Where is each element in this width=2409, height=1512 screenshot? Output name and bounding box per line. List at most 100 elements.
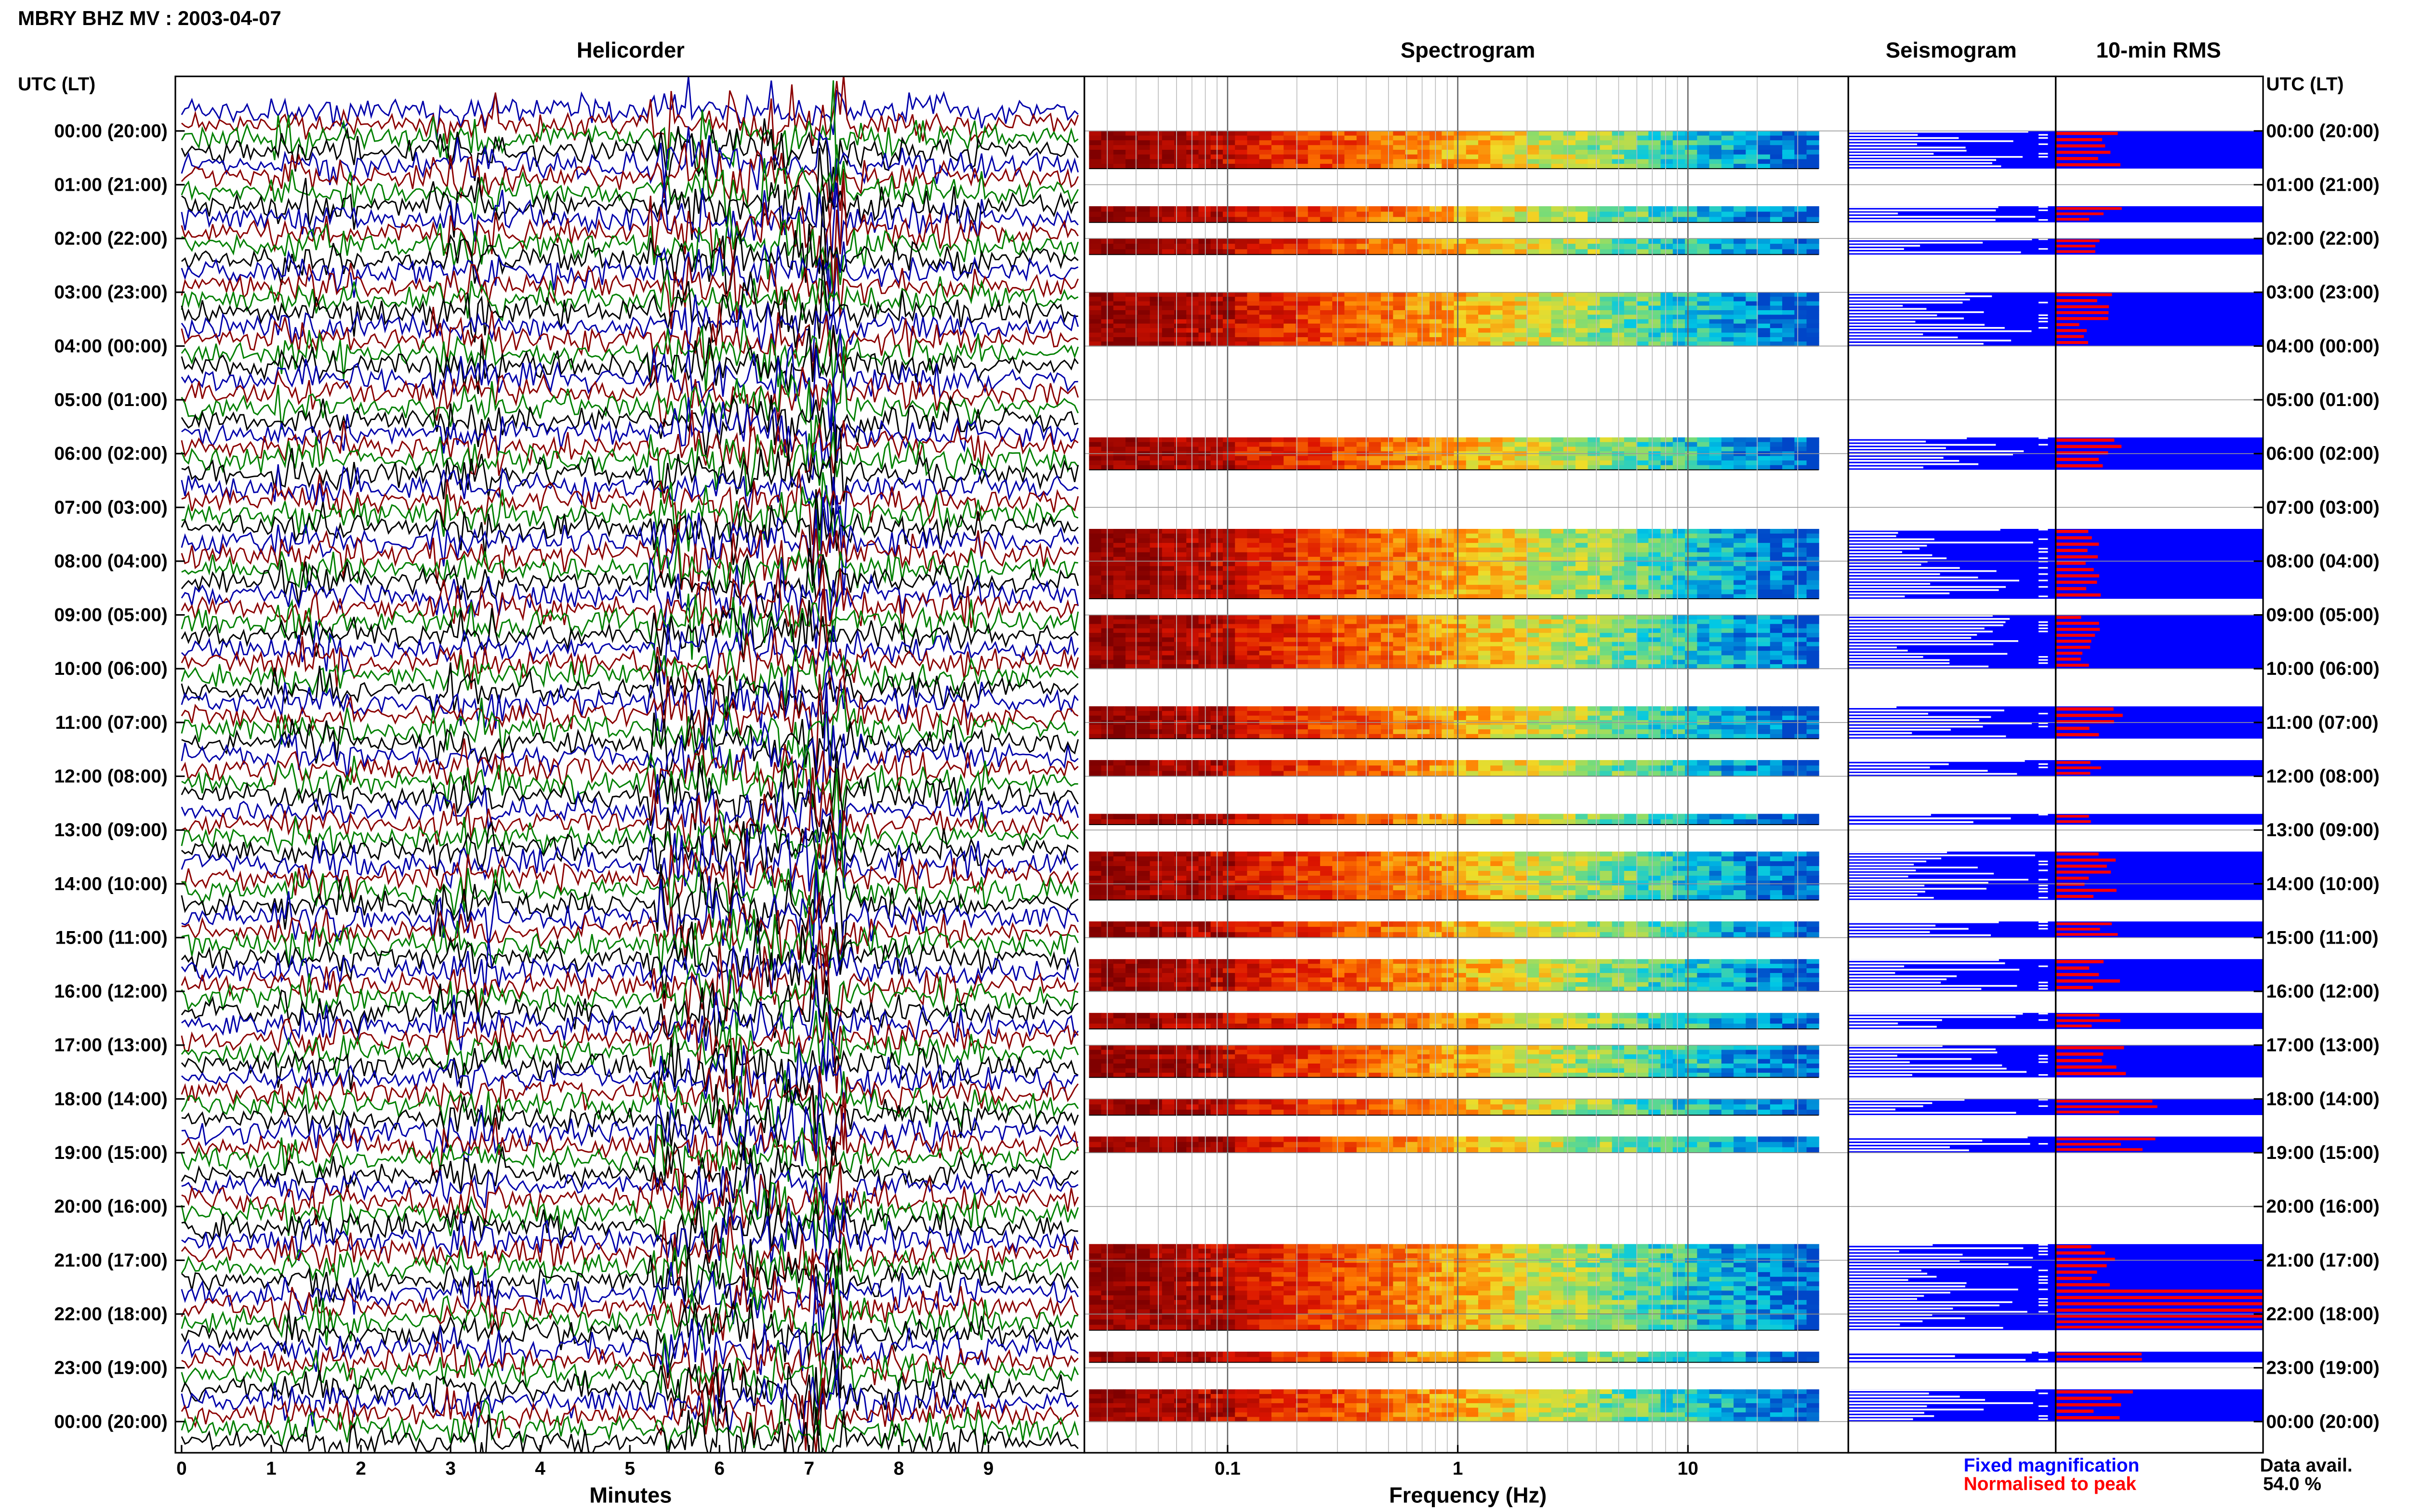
spectrogram-strip [1089, 1012, 1819, 1019]
rms-normalised-bar [2055, 218, 2090, 221]
helicorder-trace [181, 495, 1079, 596]
rms-normalised-bar [2055, 131, 2118, 135]
helicorder-trace [181, 147, 1079, 240]
spectrogram-strip [1089, 301, 1819, 306]
rms-fixed-block [2055, 529, 2263, 599]
helicorder-trace [181, 557, 1079, 649]
spectrogram-strip [1089, 131, 1819, 136]
hour-label-right: 18:00 (14:00) [2266, 1089, 2380, 1109]
helicorder-trace [181, 1012, 1079, 1093]
spectrogram-strip [1089, 533, 1819, 539]
spectrogram-strip [1089, 624, 1819, 629]
spectrogram-strip [1089, 135, 1819, 141]
helicorder-trace [181, 613, 1079, 686]
helicorder-trace [181, 472, 1079, 552]
rms-normalised-bar [2055, 341, 2089, 344]
helicorder-trace [181, 1398, 1079, 1453]
seismogram-block [1848, 851, 2056, 900]
spectrogram-strip [1089, 866, 1819, 871]
helicorder-trace [181, 80, 1079, 181]
helicorder-trace [181, 774, 1079, 881]
frequency-tick-label: 10 [1678, 1458, 1698, 1479]
hour-label-left: 00:00 (20:00) [54, 1411, 168, 1432]
rms-normalised-bar [2055, 555, 2098, 559]
frequency-tick-label: 1 [1453, 1458, 1463, 1479]
spectrogram-strip [1089, 305, 1819, 311]
seismogram-block [1848, 238, 2056, 255]
spectrogram-strip [1089, 310, 1819, 315]
rms-normalised-bar [2055, 633, 2095, 637]
spectrogram-strip [1089, 315, 1819, 320]
spectrogram-strip [1089, 1104, 1819, 1110]
helicorder-trace [181, 1050, 1079, 1161]
spectrogram-strip [1089, 1412, 1819, 1418]
rms-normalised-bar [2055, 1148, 2143, 1151]
spectrogram-strip [1089, 659, 1819, 665]
hour-label-right: 12:00 (08:00) [2266, 766, 2380, 787]
hour-label-right: 08:00 (04:00) [2266, 551, 2380, 572]
spectrogram-strip [1089, 986, 1819, 992]
spectrogram-strip [1089, 814, 1819, 820]
helicorder-trace [181, 1368, 1079, 1440]
spectrogram-strip [1089, 529, 1819, 534]
helicorder-trace [181, 908, 1079, 977]
rms-bars [2055, 131, 2263, 1422]
spectrogram-strip [1089, 963, 1819, 969]
helicorder-trace [181, 172, 1079, 302]
rms-normalised-bar [2055, 1270, 2097, 1274]
spectrogram-strip [1089, 760, 1819, 766]
helicorder-trace [181, 979, 1079, 1082]
helicorder-trace [181, 930, 1079, 1022]
rms-normalised-bar [2055, 580, 2097, 584]
helicorder-trace [181, 1010, 1079, 1079]
spectrogram-strip [1089, 297, 1819, 302]
helicorder-trace [181, 1180, 1079, 1251]
spectrogram-strip [1089, 642, 1819, 647]
spectrogram-strip [1089, 292, 1819, 297]
spectrogram-strip [1089, 1352, 1819, 1357]
rms-normalised-bar [2055, 663, 2089, 667]
rms-normalised-bar [2055, 1353, 2142, 1355]
spectrogram-strip [1089, 632, 1819, 638]
helicorder-trace [181, 423, 1079, 505]
rms-normalised-bar [2055, 317, 2108, 320]
helicorder-trace [181, 656, 1079, 739]
rms-normalised-bar [2055, 458, 2099, 461]
rms-normalised-bar [2055, 1059, 2102, 1063]
hour-label-left: 04:00 (00:00) [54, 336, 168, 356]
rms-normalised-bar [2055, 1326, 2263, 1328]
spectrogram-strip [1089, 456, 1819, 461]
rms-normalised-bar [2055, 1137, 2156, 1141]
helicorder-trace [181, 1079, 1079, 1158]
seismogram-block [1848, 206, 2056, 223]
hour-label-left: 14:00 (10:00) [54, 874, 168, 894]
minute-tick-label: 1 [266, 1458, 277, 1479]
minute-tick-label: 9 [983, 1458, 994, 1479]
hour-label-left: 18:00 (14:00) [54, 1089, 168, 1109]
hour-label-right: 05:00 (01:00) [2266, 390, 2380, 410]
minute-tick-label: 3 [445, 1458, 456, 1479]
spectrogram-strip [1089, 619, 1819, 624]
rms-normalised-bar [2055, 1251, 2105, 1255]
helicorder-trace [181, 346, 1079, 461]
minute-tick-label: 0 [176, 1458, 187, 1479]
spectrogram-strip [1089, 1018, 1819, 1024]
spectrogram-strip [1089, 1357, 1819, 1363]
spectrogram-strip [1089, 885, 1819, 891]
helicorder-trace [181, 600, 1079, 662]
spectrogram-strip [1089, 1099, 1819, 1105]
seismogram-block [1848, 959, 2056, 992]
frequency-axis-label: Frequency (Hz) [1389, 1483, 1547, 1508]
spectrogram-strip [1089, 580, 1819, 585]
spectrogram-strip [1089, 1281, 1819, 1287]
hour-label-left: 23:00 (19:00) [54, 1358, 168, 1379]
rms-normalised-bar [2055, 858, 2116, 862]
spectrogram-strip [1089, 159, 1819, 164]
rms-normalised-bar [2055, 1296, 2263, 1300]
spectrogram-strip [1089, 1325, 1819, 1331]
spectrogram-strip [1089, 1398, 1819, 1404]
hour-label-left: 05:00 (01:00) [54, 390, 168, 410]
helicorder-trace [181, 241, 1079, 321]
spectrogram-strip [1089, 973, 1819, 978]
spectrogram-strip [1089, 342, 1819, 346]
